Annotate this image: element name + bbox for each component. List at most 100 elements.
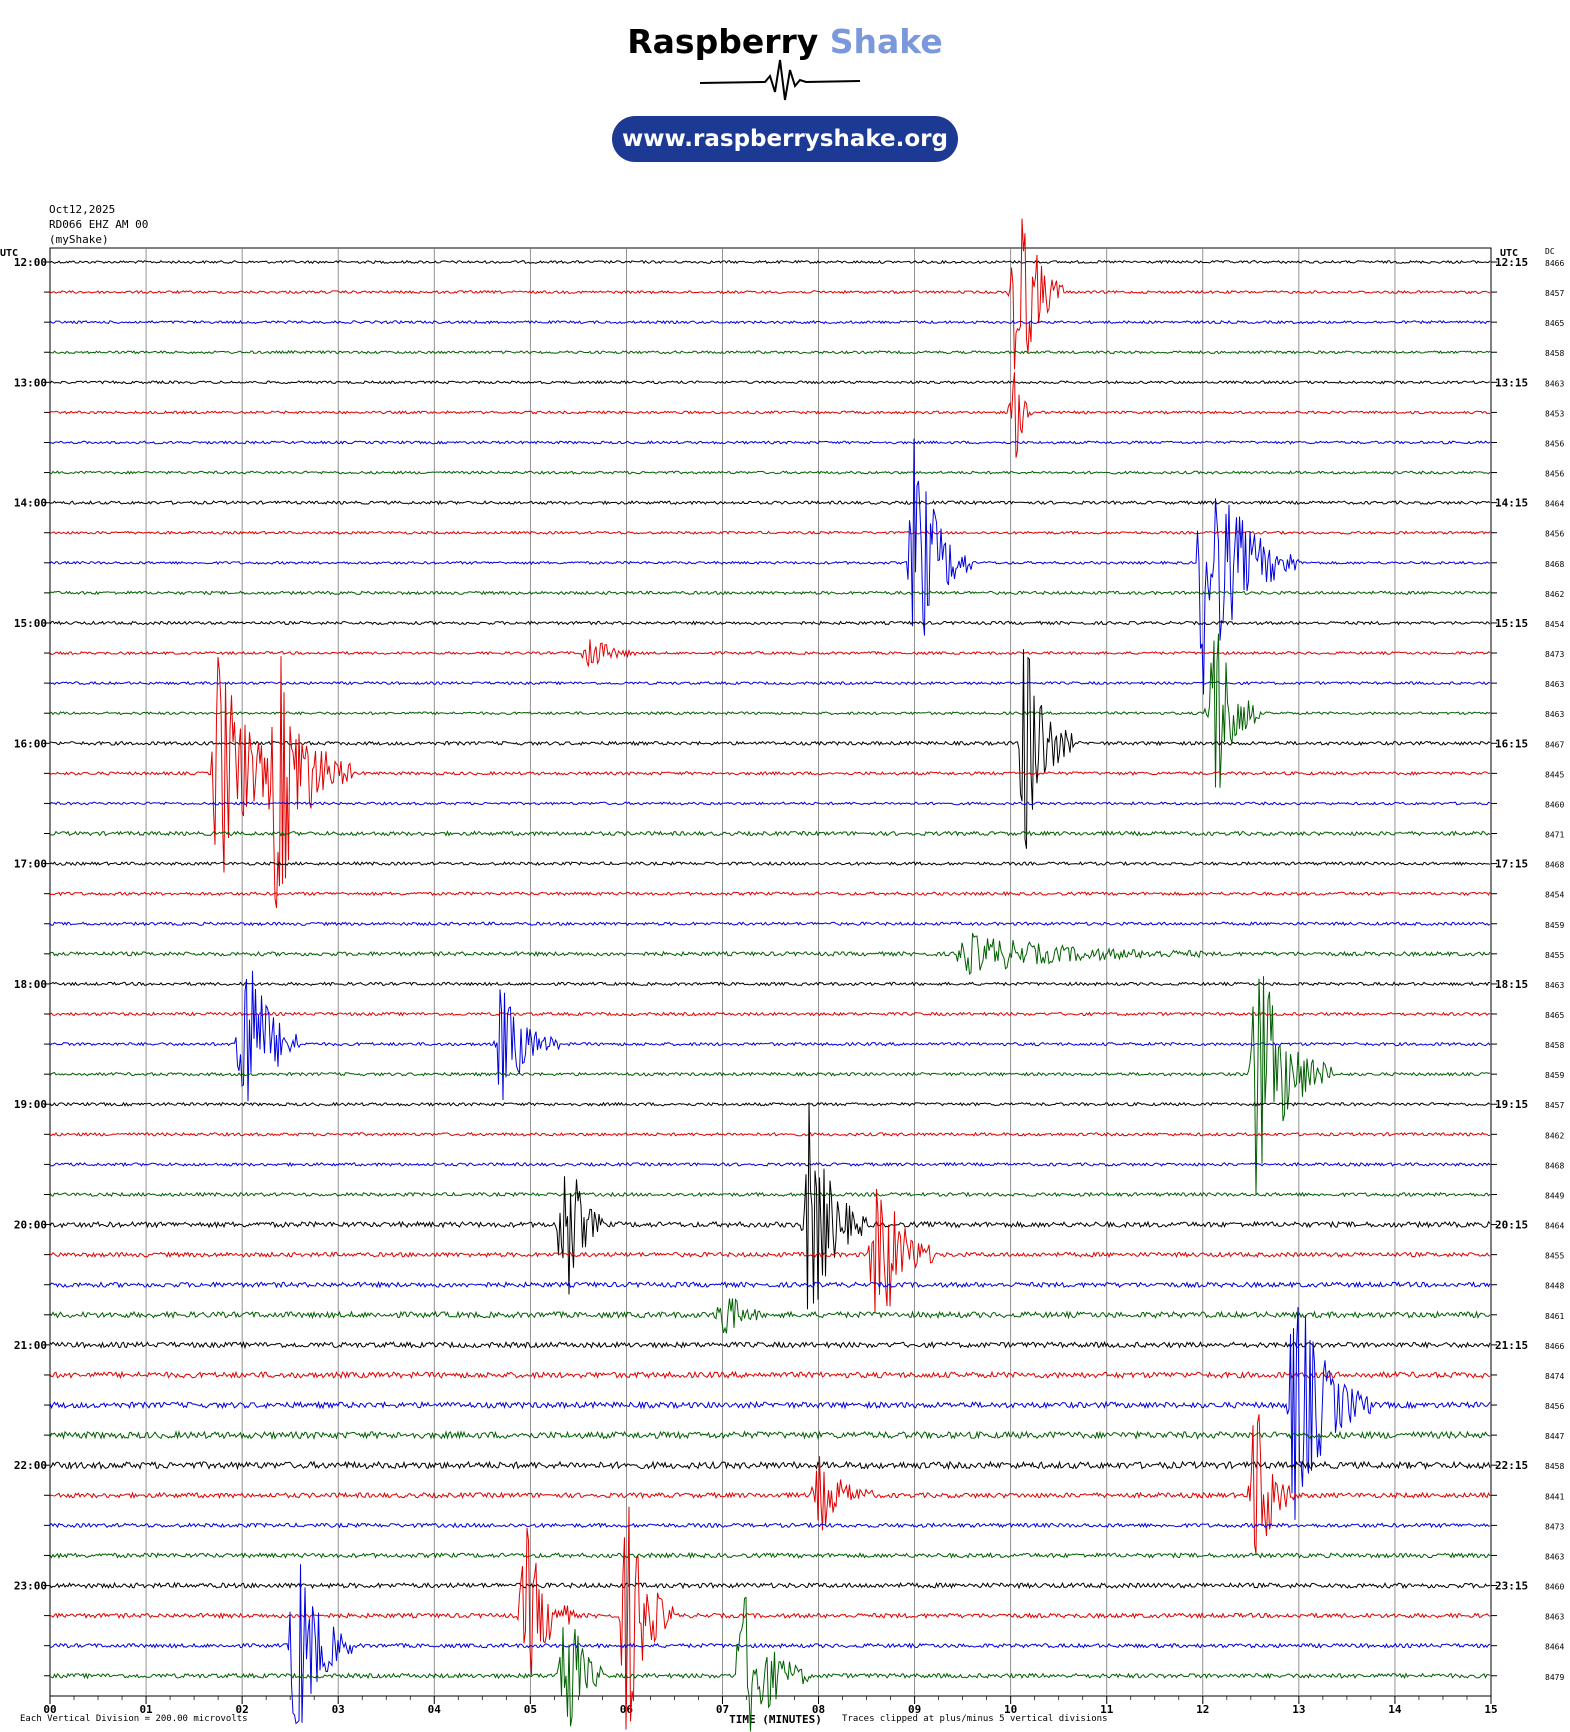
x-tick-label: 04 xyxy=(428,1703,442,1716)
dc-value: 8448 xyxy=(1545,1282,1564,1291)
hour-label-right: 21:15 xyxy=(1495,1339,1528,1352)
trace-line xyxy=(49,1307,1491,1520)
hour-label-left: 16:00 xyxy=(14,737,47,750)
trace-line xyxy=(49,1430,1491,1441)
hour-label-left: 15:00 xyxy=(14,617,47,630)
hour-label-right: 19:15 xyxy=(1495,1098,1528,1111)
hour-label-left: 18:00 xyxy=(14,978,47,991)
dc-value: 8468 xyxy=(1545,1161,1564,1170)
trace-line xyxy=(49,1161,1491,1167)
trace-line xyxy=(49,1581,1491,1590)
x-tick-label: 07 xyxy=(716,1703,729,1716)
dc-value: 8467 xyxy=(1545,740,1564,749)
dc-value: 8465 xyxy=(1545,1011,1564,1020)
hour-label-left: 19:00 xyxy=(14,1098,47,1111)
dc-value: 8459 xyxy=(1545,1071,1564,1080)
website-link[interactable]: www.raspberryshake.org xyxy=(612,116,958,162)
hour-label-left: 17:00 xyxy=(14,858,47,871)
trace-line xyxy=(49,1596,1491,1732)
division-note: Each Vertical Division = 200.00 microvol… xyxy=(20,1714,248,1724)
station-id: RD066 EHZ AM 00 xyxy=(49,218,149,231)
clip-note: Traces clipped at plus/minus 5 vertical … xyxy=(842,1714,1108,1724)
dc-value: 8458 xyxy=(1545,349,1564,358)
hour-label-right: 22:15 xyxy=(1495,1459,1528,1472)
dc-value: 8474 xyxy=(1545,1372,1564,1381)
dc-value: 8454 xyxy=(1545,891,1564,900)
trace-line xyxy=(49,861,1491,866)
trace-line xyxy=(49,1101,1491,1107)
trace-line xyxy=(49,1414,1491,1555)
left-axis-label: UTC xyxy=(0,248,18,259)
trace-line xyxy=(49,1191,1491,1198)
trace-line xyxy=(49,620,1491,626)
dc-value: 8457 xyxy=(1545,289,1564,298)
dc-value: 8455 xyxy=(1545,1252,1564,1261)
trace-line xyxy=(49,981,1491,987)
x-tick-label: 12 xyxy=(1196,1703,1209,1716)
x-tick-label: 10 xyxy=(1004,1703,1017,1716)
dc-value: 8471 xyxy=(1545,831,1564,840)
trace-line xyxy=(49,1551,1491,1560)
dc-value: 8464 xyxy=(1545,500,1564,509)
trace-line xyxy=(49,649,1491,849)
trace-line xyxy=(49,590,1491,596)
dc-value: 8463 xyxy=(1545,981,1564,990)
brand-accent: Shake xyxy=(829,22,943,61)
trace-line xyxy=(49,970,1491,1102)
x-tick-label: 13 xyxy=(1292,1703,1305,1716)
dc-value: 8456 xyxy=(1545,470,1564,479)
trace-line xyxy=(49,380,1491,385)
dc-value: 8458 xyxy=(1545,1462,1564,1471)
x-tick-label: 14 xyxy=(1388,1703,1402,1716)
x-tick-label: 08 xyxy=(812,1703,825,1716)
dc-value: 8466 xyxy=(1545,259,1564,268)
trace-line xyxy=(49,259,1491,265)
trace-line xyxy=(49,639,1491,667)
hour-label-right: 12:15 xyxy=(1495,256,1528,269)
trace-line xyxy=(49,1280,1491,1289)
trace-line xyxy=(49,891,1491,897)
trace-line xyxy=(49,1460,1491,1471)
dc-value: 8463 xyxy=(1545,710,1564,719)
hour-label-right: 23:15 xyxy=(1495,1580,1528,1593)
trace-line xyxy=(49,530,1491,535)
x-tick-label: 15 xyxy=(1484,1703,1497,1716)
dc-value: 8463 xyxy=(1545,1552,1564,1561)
dc-value: 8458 xyxy=(1545,1041,1564,1050)
dc-value: 8473 xyxy=(1545,1522,1564,1531)
dc-value: 8461 xyxy=(1545,1312,1564,1321)
hour-label-left: 23:00 xyxy=(14,1580,47,1593)
trace-line xyxy=(49,1131,1491,1137)
trace-line xyxy=(49,438,1491,695)
hour-label-left: 14:00 xyxy=(14,497,47,510)
record-date: Oct12,2025 xyxy=(49,203,116,216)
x-tick-label: 03 xyxy=(332,1703,345,1716)
dc-value: 8468 xyxy=(1545,861,1564,870)
right-axis-label: UTC xyxy=(1500,248,1518,259)
dc-value: 8460 xyxy=(1545,1583,1564,1592)
hour-label-right: 15:15 xyxy=(1495,617,1528,630)
dc-value: 8460 xyxy=(1545,800,1564,809)
dc-value: 8456 xyxy=(1545,439,1564,448)
trace-line xyxy=(49,1011,1490,1017)
hour-label-right: 20:15 xyxy=(1495,1219,1528,1232)
x-tick-label: 00 xyxy=(43,1703,56,1716)
trace-line xyxy=(50,218,1491,370)
dc-value: 8479 xyxy=(1545,1673,1564,1682)
trace-line xyxy=(49,921,1491,927)
dc-value: 8456 xyxy=(1545,1402,1564,1411)
dc-value: 8473 xyxy=(1545,650,1564,659)
trace-line xyxy=(49,1522,1491,1529)
dc-label: DC xyxy=(1545,247,1555,256)
hour-label-left: 12:00 xyxy=(14,256,47,269)
trace-line xyxy=(49,801,1491,806)
dc-value: 8463 xyxy=(1545,680,1564,689)
trace-line xyxy=(49,680,1491,686)
hour-label-left: 20:00 xyxy=(14,1219,47,1232)
trace-line xyxy=(49,633,1491,788)
raspberry-shake-logo: Raspberry Shake www.raspberryshake.org xyxy=(0,0,1570,175)
hour-label-right: 14:15 xyxy=(1495,497,1528,510)
dc-value: 8464 xyxy=(1545,1222,1564,1231)
dc-value: 8441 xyxy=(1545,1492,1564,1501)
